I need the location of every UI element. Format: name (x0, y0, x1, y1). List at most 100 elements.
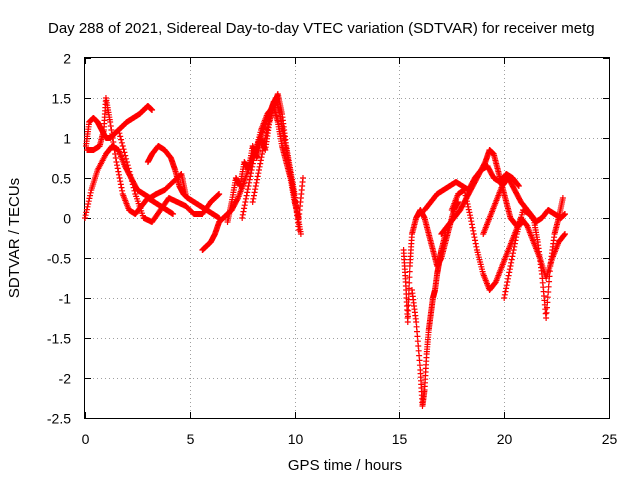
data-point (116, 175, 123, 181)
data-point (470, 231, 477, 237)
data-point (254, 176, 261, 183)
data-point (469, 224, 476, 231)
data-point (250, 157, 257, 164)
data-point (244, 189, 251, 196)
data-point (216, 191, 223, 197)
data-point (463, 195, 470, 202)
data-point (252, 186, 259, 193)
data-point (515, 182, 522, 189)
data-point (131, 187, 138, 194)
data-point (125, 165, 132, 172)
data-point (261, 138, 268, 145)
data-point (405, 307, 412, 314)
data-point (256, 163, 263, 170)
series-track-11 (408, 231, 449, 409)
data-point (258, 154, 265, 161)
data-point (543, 315, 550, 321)
data-point (82, 212, 89, 219)
series-track-5 (144, 143, 223, 221)
data-point (127, 171, 134, 178)
data-point (544, 294, 551, 301)
data-point (512, 237, 519, 244)
data-point (113, 159, 120, 165)
data-point (249, 199, 256, 205)
data-point (83, 209, 90, 216)
data-point (404, 319, 411, 325)
grid-layer (85, 58, 609, 418)
data-point (466, 209, 473, 216)
data-point (259, 151, 266, 157)
data-point (117, 133, 124, 140)
data-point (507, 263, 514, 269)
data-point (266, 115, 273, 122)
data-point (242, 195, 249, 202)
data-point (85, 201, 92, 207)
data-point (255, 167, 262, 173)
data-point (115, 171, 122, 178)
data-point (465, 206, 472, 213)
data-point (128, 178, 135, 185)
data-point (109, 131, 116, 137)
data-point (546, 268, 553, 275)
data-point (126, 168, 133, 175)
data-point (129, 181, 136, 188)
data-point (264, 123, 271, 130)
data-point (108, 127, 115, 133)
data-point (87, 192, 94, 199)
data-point (245, 183, 252, 189)
data-point (123, 155, 130, 162)
data-point (246, 179, 253, 186)
series-track-9 (249, 95, 304, 237)
data-point (501, 291, 508, 298)
data-point (510, 250, 517, 257)
data-point (262, 132, 269, 139)
data-point (470, 227, 477, 234)
data-point (503, 285, 510, 292)
data-point (406, 279, 413, 286)
data-point (255, 170, 262, 177)
data-point (267, 109, 274, 116)
data-point (253, 179, 260, 186)
data-point (472, 237, 479, 244)
y-tick-label: 0.5 (52, 171, 72, 187)
data-point (246, 176, 253, 183)
data-point (118, 184, 125, 191)
data-point (252, 183, 259, 189)
data-point (118, 139, 125, 146)
data-point (464, 201, 471, 207)
y-tick-label: -1 (59, 291, 72, 307)
data-point (265, 121, 272, 127)
data-point (544, 299, 551, 306)
data-point (114, 165, 121, 172)
x-tick-label: 15 (392, 431, 408, 447)
series-track-16 (501, 207, 568, 301)
data-point (117, 178, 124, 185)
data-point (119, 187, 126, 194)
ticks-layer: 0 5 10 15 20 25 -2.5 -2 -1.5 -1 -0.5 0 0.5 1 1.5 2 (47, 51, 618, 448)
data-point (545, 283, 552, 290)
data-point (240, 208, 247, 215)
data-point (502, 288, 509, 295)
data-point (506, 269, 513, 276)
series-track-3 (84, 95, 177, 217)
data-point (82, 215, 88, 221)
data-point (262, 135, 269, 141)
data-point (263, 129, 270, 136)
data-point (130, 184, 137, 191)
data-point (248, 170, 255, 177)
data-point (468, 218, 475, 225)
data-point (247, 173, 254, 180)
data-point (118, 136, 125, 143)
data-point (501, 295, 508, 301)
x-tick-label: 5 (187, 431, 195, 447)
data-point (515, 183, 522, 189)
data-point (120, 146, 127, 153)
series-track-2 (83, 103, 156, 149)
data-point (114, 162, 121, 169)
data-point (110, 139, 117, 145)
data-point (505, 272, 512, 279)
data-point (109, 135, 116, 141)
data-point (463, 198, 470, 205)
data-point (472, 240, 479, 247)
data-point (543, 304, 550, 311)
